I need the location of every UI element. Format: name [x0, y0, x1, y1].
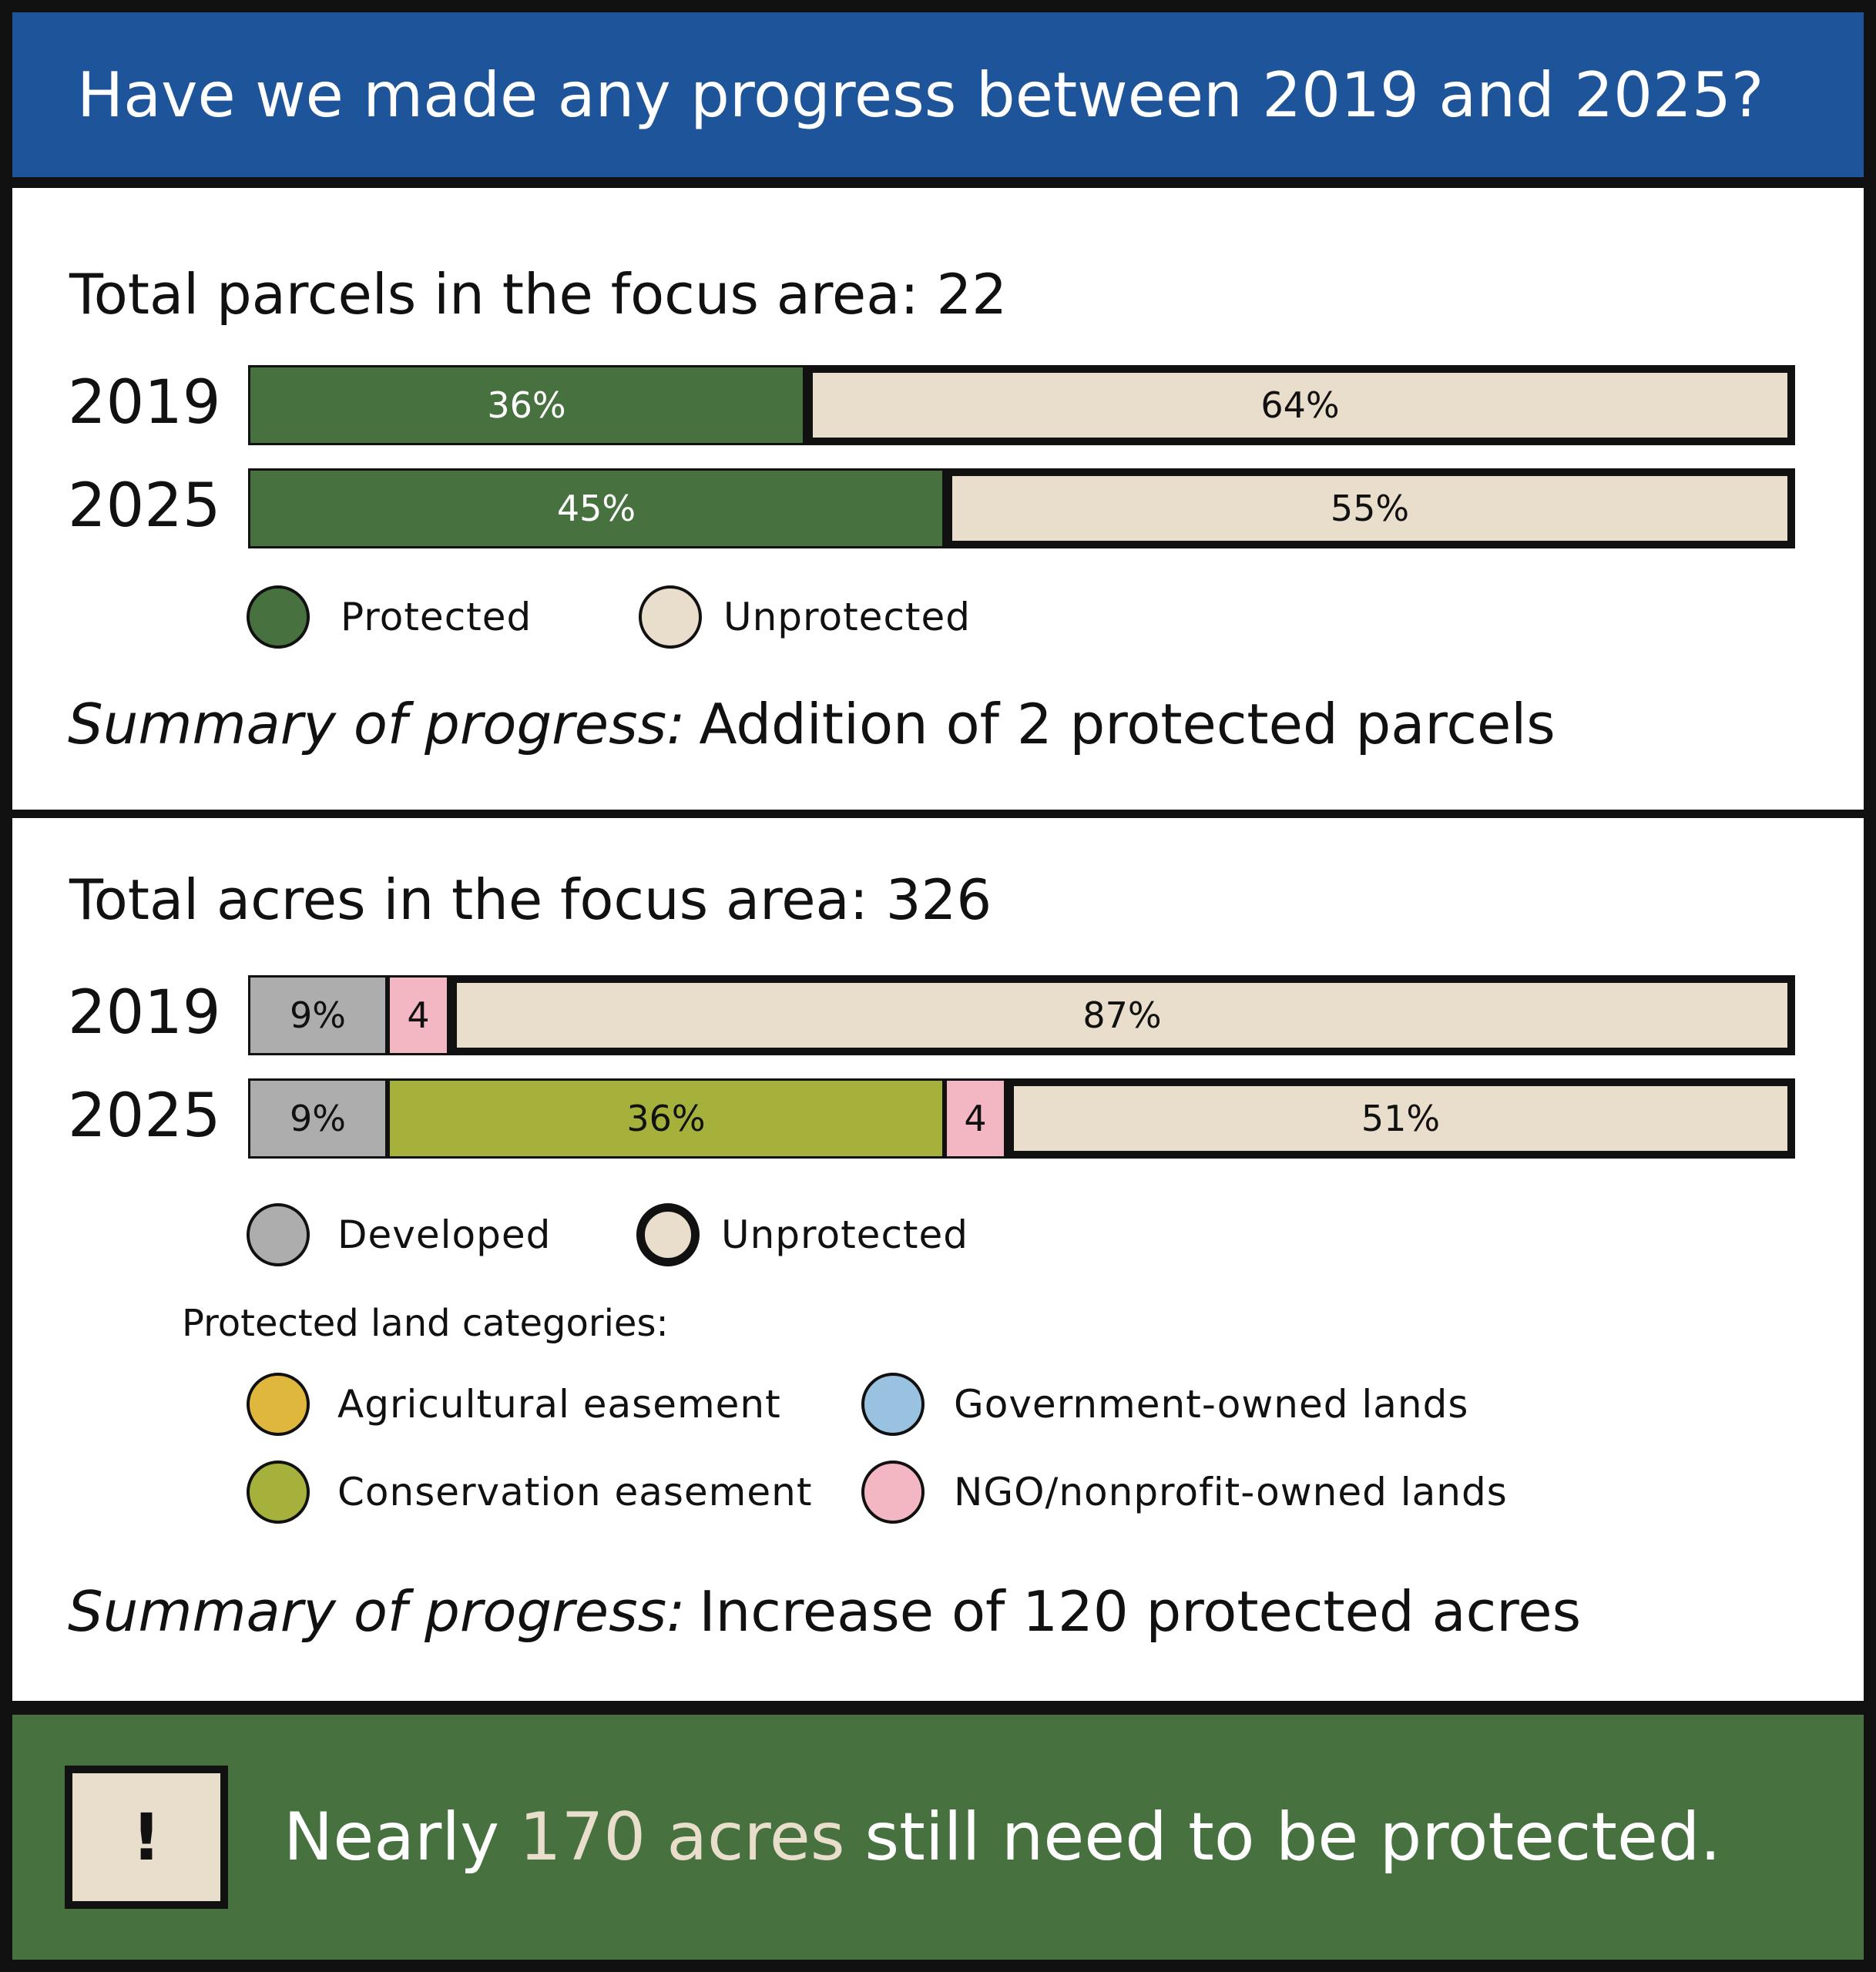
bar-segment-unprotected-2025: 55%: [945, 468, 1795, 548]
divider-middle: [12, 810, 1864, 818]
bar-segment-unprotected-2019: 64%: [805, 365, 1795, 445]
unprotected-acres-swatch-icon: [636, 1203, 700, 1266]
divider-bottom: [12, 1701, 1864, 1715]
acres-year-label-2019: 2019: [68, 978, 221, 1048]
bar-label-unprotected-2025: 55%: [1330, 488, 1410, 529]
legend-unprotected-acres: Unprotected: [636, 1203, 968, 1266]
legend-protected-label: Protected: [341, 595, 532, 639]
exclamation-glyph: !: [131, 1799, 162, 1875]
bar-segment-protected-2025: 45%: [248, 468, 945, 548]
legend-ngo-label: NGO/nonprofit-owned lands: [954, 1470, 1508, 1514]
acres-title: Total acres in the focus area: 326: [69, 867, 992, 932]
bar-segment-unprotected-2019: 87%: [449, 975, 1795, 1055]
legend-unprotected-label: Unprotected: [723, 595, 972, 639]
bar-label-unprotected-2025: 51%: [1361, 1098, 1441, 1139]
bar-label-developed-2019: 9%: [290, 994, 346, 1036]
acres-summary: Summary of progress: Increase of 120 prot…: [68, 1579, 1581, 1644]
legend-developed: Developed: [247, 1203, 551, 1266]
protected-categories-title: Protected land categories:: [182, 1302, 669, 1345]
bar-label-unprotected-2019: 64%: [1260, 384, 1340, 426]
footer-callout: ! Nearly 170 acres still need to be protec…: [12, 1715, 1864, 1960]
parcels-title: Total parcels in the focus area: 22: [69, 262, 1008, 327]
bar-segment-ngo-2025: 4: [945, 1078, 1006, 1159]
government-swatch-icon: [861, 1373, 925, 1436]
developed-swatch-icon: [247, 1203, 310, 1266]
acres-bar-2019: 9% 4 87%: [248, 975, 1795, 1055]
legend-conservation-label: Conservation easement: [337, 1470, 813, 1514]
bar-segment-developed-2019: 9%: [248, 975, 388, 1055]
agricultural-swatch-icon: [247, 1373, 310, 1436]
footer-message: Nearly 170 acres still need to be protecte…: [284, 1715, 1721, 1960]
header-banner: Have we made any progress between 2019 a…: [12, 12, 1864, 177]
conservation-swatch-icon: [247, 1461, 310, 1524]
legend-protected: Protected: [247, 585, 532, 649]
parcels-bar-2019: 36% 64%: [248, 365, 1795, 445]
page-title: Have we made any progress between 2019 a…: [77, 59, 1764, 131]
acres-summary-text: Increase of 120 protected acres: [699, 1579, 1582, 1644]
bar-segment-unprotected-2025: 51%: [1006, 1078, 1795, 1159]
bar-label-developed-2025: 9%: [290, 1098, 346, 1139]
legend-government-label: Government-owned lands: [954, 1382, 1469, 1427]
legend-unprotected-acres-label: Unprotected: [721, 1212, 969, 1257]
protected-swatch-icon: [247, 585, 310, 649]
footer-highlight: 170 acres: [519, 1799, 845, 1876]
exclamation-icon: !: [65, 1766, 228, 1909]
parcels-summary-text: Addition of 2 protected parcels: [699, 692, 1556, 756]
bar-label-unprotected-2019: 87%: [1082, 994, 1162, 1036]
legend-developed-label: Developed: [337, 1212, 552, 1257]
ngo-swatch-icon: [861, 1461, 925, 1524]
bar-label-ngo-2025: 4: [964, 1098, 987, 1139]
bar-segment-conservation-2025: 36%: [388, 1078, 945, 1159]
bar-segment-developed-2025: 9%: [248, 1078, 388, 1159]
bar-label-conservation-2025: 36%: [626, 1098, 706, 1139]
bar-segment-protected-2019: 36%: [248, 365, 805, 445]
parcels-bar-2025: 45% 55%: [248, 468, 1795, 548]
legend-agricultural: Agricultural easement: [247, 1373, 781, 1436]
legend-agricultural-label: Agricultural easement: [337, 1382, 781, 1427]
acres-summary-lead: Summary of progress:: [68, 1579, 686, 1644]
legend-conservation: Conservation easement: [247, 1461, 812, 1524]
acres-bar-2025: 9% 36% 4 51%: [248, 1078, 1795, 1159]
legend-government: Government-owned lands: [861, 1373, 1468, 1436]
footer-text-after: still need to be protected.: [864, 1799, 1721, 1876]
footer-text-before: Nearly: [284, 1799, 500, 1876]
divider-top: [12, 177, 1864, 188]
unprotected-swatch-icon: [639, 585, 702, 649]
legend-ngo: NGO/nonprofit-owned lands: [861, 1461, 1508, 1524]
bar-segment-ngo-2019: 4: [388, 975, 449, 1055]
parcels-year-label-2025: 2025: [68, 471, 221, 541]
parcels-summary-lead: Summary of progress:: [68, 692, 686, 756]
parcels-year-label-2019: 2019: [68, 368, 221, 438]
acres-year-label-2025: 2025: [68, 1082, 221, 1151]
bar-label-protected-2019: 36%: [487, 384, 566, 426]
bar-label-ngo-2019: 4: [407, 994, 430, 1036]
parcels-summary: Summary of progress: Addition of 2 protec…: [68, 692, 1556, 756]
legend-unprotected: Unprotected: [639, 585, 971, 649]
bar-label-protected-2025: 45%: [556, 488, 636, 529]
